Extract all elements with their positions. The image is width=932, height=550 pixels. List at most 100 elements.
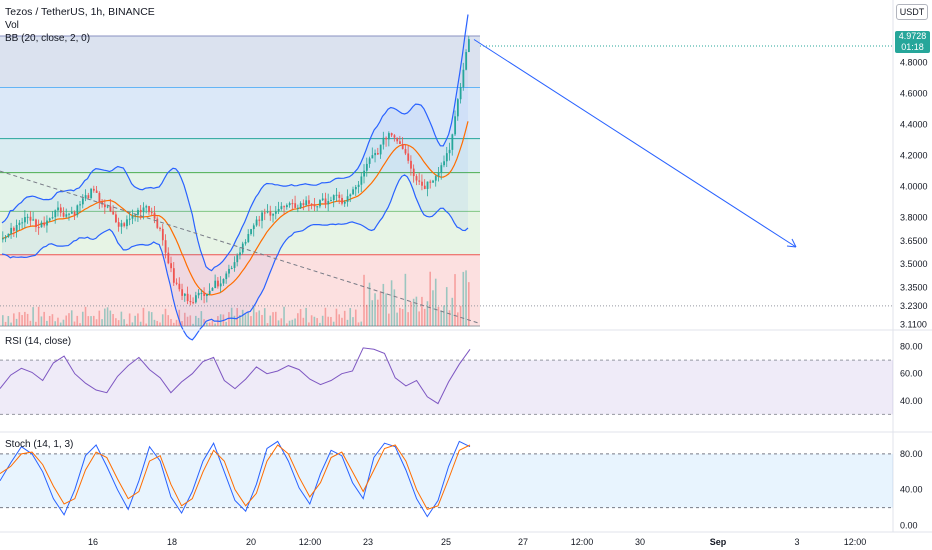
volume-bar	[101, 319, 103, 326]
volume-bar	[396, 312, 398, 326]
volume-bar	[415, 296, 418, 326]
time-tick-label: 18	[167, 537, 177, 547]
symbol-title: Tezos / TetherUS, 1h, BINANCE	[5, 6, 155, 18]
volume-bar	[142, 307, 145, 326]
currency-badge[interactable]: USDT	[896, 4, 928, 20]
price-tick-label: 3.6500	[900, 236, 928, 246]
candle-body	[59, 207, 62, 213]
volume-bar	[440, 310, 443, 326]
time-tick-label: Sep	[710, 537, 727, 547]
candle-body	[159, 227, 161, 229]
candle-body	[46, 220, 48, 226]
volume-bar	[18, 312, 21, 326]
volume-bar	[150, 312, 153, 326]
candle-body	[346, 196, 349, 202]
candle-body	[327, 201, 330, 205]
candle-body	[84, 195, 87, 199]
volume-bar	[95, 319, 98, 326]
volume-bar	[48, 315, 51, 326]
volume-bar	[183, 312, 186, 326]
volume-bar	[310, 315, 313, 326]
price-tick-label: 4.2000	[900, 151, 928, 161]
candle-body	[415, 176, 418, 181]
candle-body	[134, 214, 137, 216]
volume-bar	[189, 315, 192, 326]
candle-body	[18, 222, 21, 226]
time-tick-label: 12:00	[299, 537, 322, 547]
candle-body	[277, 208, 280, 212]
volume-bar	[388, 313, 390, 326]
candle-body	[390, 133, 393, 136]
candle-body	[263, 212, 266, 214]
candle-body	[26, 216, 29, 218]
candle-body	[148, 206, 150, 213]
volume-bar	[393, 289, 396, 326]
volume-bar	[432, 290, 434, 326]
volume-bar	[255, 312, 258, 326]
volume-bar	[371, 300, 374, 326]
candle-body	[192, 302, 195, 304]
volume-bar	[43, 311, 45, 326]
price-tick-label: 3.5000	[900, 259, 928, 269]
volume-bar	[349, 308, 352, 326]
volume-bar	[269, 315, 272, 326]
volume-bar	[236, 308, 238, 326]
candle-body	[354, 186, 357, 190]
candle-body	[211, 288, 214, 291]
candle-body	[250, 229, 252, 235]
volume-bar	[465, 270, 467, 326]
time-tick-label: 27	[518, 537, 528, 547]
volume-bar	[448, 310, 451, 326]
volume-bar	[186, 316, 189, 326]
candle-body	[21, 222, 24, 224]
candle-body	[404, 149, 407, 154]
candle-body	[90, 188, 93, 199]
volume-bar	[172, 322, 175, 326]
candle-body	[164, 240, 167, 253]
volume-bar	[59, 322, 62, 326]
volume-bar	[54, 321, 56, 326]
time-tick-label: 25	[441, 537, 451, 547]
candle-body	[297, 207, 299, 209]
candle-body	[109, 206, 112, 212]
volume-bar	[462, 271, 465, 326]
candle-body	[319, 200, 321, 207]
volume-bar	[90, 316, 92, 326]
candle-body	[40, 222, 43, 228]
volume-bar	[161, 314, 164, 326]
candle-body	[48, 218, 51, 221]
rsi-tick-label: 40.00	[900, 396, 923, 406]
candle-body	[399, 141, 401, 144]
candle-body	[363, 170, 366, 177]
candle-body	[341, 197, 343, 204]
volume-bar	[445, 287, 448, 326]
volume-bar	[2, 315, 4, 326]
volume-bar	[153, 319, 156, 326]
candle-body	[445, 153, 448, 162]
price-tick-label: 4.0000	[900, 182, 928, 192]
candle-body	[172, 268, 175, 283]
candle-body	[468, 39, 470, 53]
volume-bar	[456, 312, 459, 326]
candle-body	[426, 181, 429, 189]
volume-bar	[175, 319, 178, 326]
volume-bar	[106, 307, 109, 326]
candle-body	[139, 209, 142, 213]
candle-body	[112, 211, 115, 215]
candle-body	[462, 69, 465, 88]
fib-zone	[0, 35, 480, 88]
volume-bar	[62, 319, 65, 326]
candle-body	[274, 211, 277, 214]
volume-bar	[225, 321, 227, 326]
candle-body	[7, 233, 10, 237]
volume-bar	[112, 314, 114, 326]
candle-body	[65, 214, 68, 217]
rsi-tick-label: 80.00	[900, 342, 923, 352]
stoch-tick-label: 0.00	[900, 521, 918, 531]
fib-zone	[0, 87, 480, 139]
candle-body	[142, 207, 145, 213]
candle-body	[371, 155, 374, 159]
volume-bar	[13, 313, 15, 326]
volume-bar	[206, 322, 208, 326]
